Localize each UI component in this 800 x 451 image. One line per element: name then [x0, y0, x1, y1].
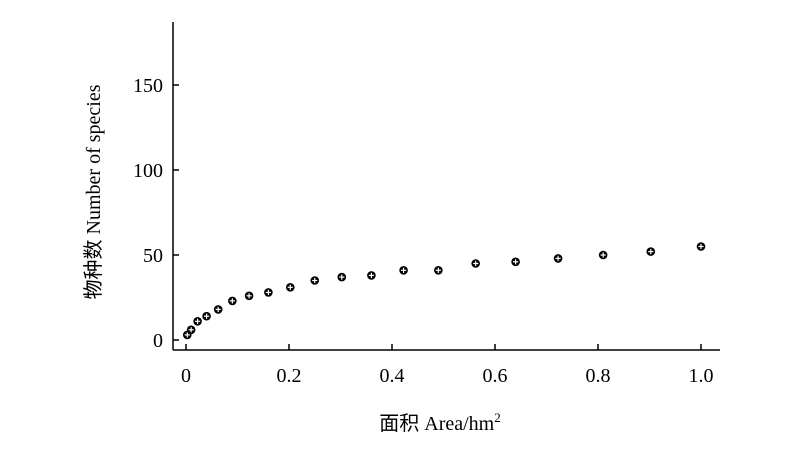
x-tick-label: 0	[181, 365, 191, 387]
x-axis-label-text: 面积 Area/hm	[379, 412, 494, 435]
data-point	[553, 254, 563, 263]
data-point	[285, 283, 295, 292]
data-points	[182, 242, 706, 340]
y-tick-label: 100	[133, 160, 163, 182]
data-point	[646, 247, 656, 256]
data-point	[434, 266, 443, 275]
x-tick-label: 0.4	[380, 365, 405, 387]
y-tick-label: 50	[143, 245, 163, 267]
data-point	[471, 259, 480, 268]
x-axis-label: 面积 Area/hm2	[379, 410, 500, 435]
axes	[172, 22, 720, 351]
data-point	[193, 317, 202, 326]
data-point	[186, 325, 196, 335]
data-point	[696, 242, 706, 251]
data-point	[511, 257, 520, 267]
data-point	[337, 272, 347, 282]
x-tick-label: 0.6	[483, 365, 508, 387]
x-tick-label: 0.8	[586, 365, 611, 387]
data-point	[244, 291, 254, 301]
data-point	[310, 276, 320, 285]
data-point	[202, 311, 211, 321]
y-tick-label: 0	[153, 330, 163, 352]
x-tick-label: 0.2	[277, 365, 302, 387]
data-point	[598, 250, 608, 260]
x-axis-ticks: 0 0.2 0.4 0.6 0.8 1.0	[181, 344, 714, 387]
data-point	[264, 288, 273, 297]
x-tick-label: 1.0	[689, 365, 714, 387]
y-axis-label: 物种数 Number of species	[82, 84, 105, 299]
data-point	[213, 305, 223, 314]
data-point	[367, 271, 376, 280]
y-axis-ticks: 0 50 100 150	[133, 75, 179, 352]
data-point	[399, 266, 408, 275]
y-tick-label: 150	[133, 75, 163, 97]
x-axis-label-superscript: 2	[494, 410, 501, 425]
data-point	[228, 296, 237, 306]
